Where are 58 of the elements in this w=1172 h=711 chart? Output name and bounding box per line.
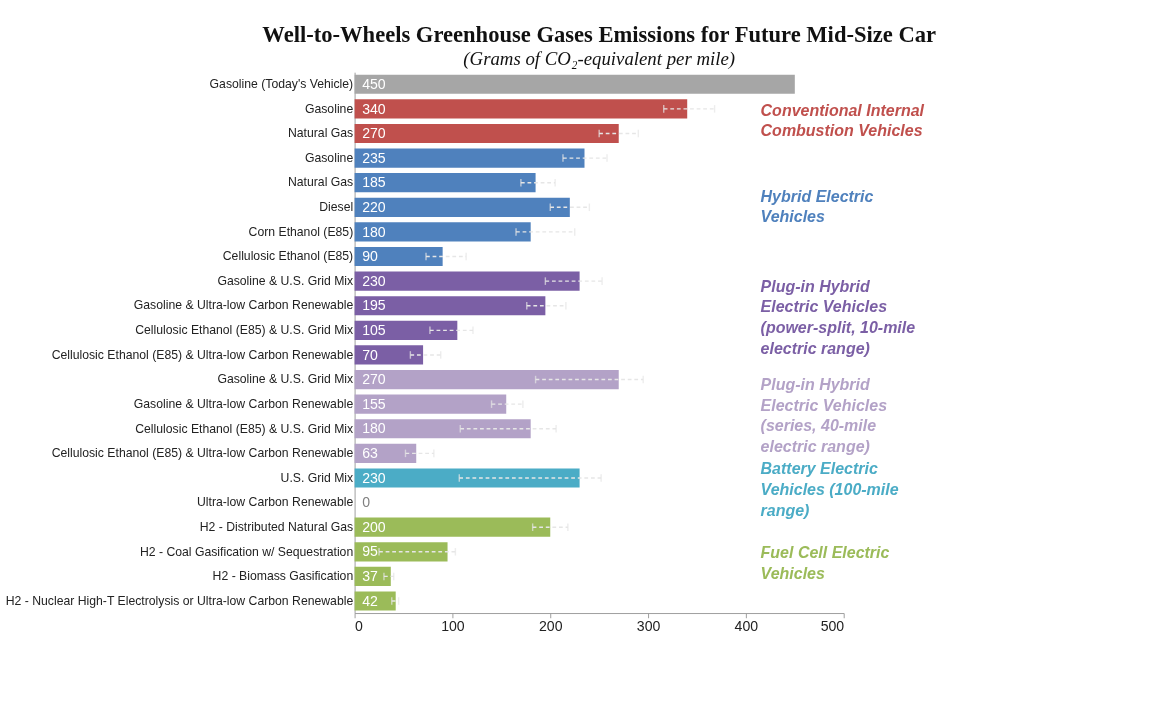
y-tick-label: Gasoline & Ultra-low Carbon Renewable bbox=[133, 396, 354, 411]
y-tick-label: Diesel bbox=[319, 200, 354, 215]
y-tick-label: Gasoline & U.S. Grid Mix bbox=[217, 273, 354, 288]
y-tick-label: Cellulosic Ethanol (E85) bbox=[222, 249, 354, 264]
data-label: 230 bbox=[362, 469, 386, 486]
data-label: 105 bbox=[362, 322, 386, 339]
data-label: 180 bbox=[362, 223, 386, 240]
data-label: 37 bbox=[362, 568, 378, 585]
data-label: 220 bbox=[362, 199, 386, 216]
data-label: 450 bbox=[362, 75, 386, 92]
data-label: 230 bbox=[362, 272, 386, 289]
data-label: 235 bbox=[362, 149, 386, 166]
text: Conventional Internal Combustion Vehicles bbox=[760, 101, 925, 140]
y-tick-label: Natural Gas bbox=[288, 126, 354, 141]
x-tick-label: 0 bbox=[355, 618, 364, 635]
text: Plug-in Hybrid Electric Vehicles (series, 40-mile electric range) bbox=[760, 376, 888, 456]
y-tick-label: Cellulosic Ethanol (E85) & Ultra-low Carbon Renewable bbox=[51, 446, 354, 461]
data-label: 95 bbox=[362, 543, 378, 560]
y-tick-label: Gasoline & Ultra-low Carbon Renewable bbox=[133, 298, 354, 313]
y-tick-label: H2 - Coal Gasification w/ Sequestration bbox=[139, 544, 354, 559]
text: Plug-in Hybrid Electric Vehicles (power-split, 10-mile electric range) bbox=[760, 277, 916, 357]
x-tick-label: 300 bbox=[636, 618, 661, 635]
data-label: 155 bbox=[362, 395, 386, 412]
data-label: 270 bbox=[362, 125, 386, 142]
data-label: 180 bbox=[362, 420, 386, 437]
y-tick-label: H2 - Biomass Gasification bbox=[212, 569, 354, 584]
y-tick-label: Gasoline & U.S. Grid Mix bbox=[217, 372, 354, 387]
x-tick-label: 100 bbox=[441, 618, 465, 635]
y-tick-label: Gasoline (Today's Vehicle) bbox=[209, 77, 354, 92]
y-tick-label: U.S. Grid Mix bbox=[280, 470, 354, 485]
data-label: 42 bbox=[362, 592, 378, 609]
text: Fuel Cell Electric Vehicles bbox=[760, 544, 890, 583]
text: Hybrid Electric Vehicles bbox=[760, 187, 874, 226]
data-label: 63 bbox=[362, 445, 378, 462]
data-label: 340 bbox=[362, 100, 386, 117]
data-label: 70 bbox=[362, 346, 378, 363]
x-tick-label: 400 bbox=[734, 618, 759, 635]
data-label: 195 bbox=[362, 297, 386, 314]
y-tick-label: Ultra-low Carbon Renewable bbox=[197, 495, 354, 510]
data-label: 200 bbox=[362, 518, 386, 535]
chart-subtitle: (Grams of CO₂-equivalent per mile) bbox=[463, 47, 736, 70]
y-tick-label: Corn Ethanol (E85) bbox=[248, 224, 354, 239]
x-tick-label: 500 bbox=[820, 618, 845, 635]
y-tick-label: H2 - Distributed Natural Gas bbox=[199, 519, 354, 534]
y-tick-label: Natural Gas bbox=[288, 175, 354, 190]
data-label: 90 bbox=[362, 248, 378, 265]
x-tick-label: 200 bbox=[538, 618, 563, 635]
y-tick-label: Cellulosic Ethanol (E85) & U.S. Grid Mix bbox=[135, 323, 354, 338]
y-tick-label: Cellulosic Ethanol (E85) & U.S. Grid Mix bbox=[135, 421, 354, 436]
chart-title: Well-to-Wheels Greenhouse Gases Emissions for Future Mid-Size Car bbox=[262, 22, 937, 48]
y-tick-label: Gasoline bbox=[304, 101, 354, 116]
y-tick-label: H2 - Nuclear High-T Electrolysis or Ultra-low Carbon Renewable bbox=[5, 593, 354, 608]
data-label: 270 bbox=[362, 371, 386, 388]
y-tick-label: Gasoline bbox=[304, 150, 354, 165]
y-tick-label: Cellulosic Ethanol (E85) & Ultra-low Carbon Renewable bbox=[51, 347, 354, 362]
data-label: 0 bbox=[362, 494, 371, 511]
data-label: 185 bbox=[362, 174, 386, 191]
text: Battery Electric Vehicles (100-mile range) bbox=[760, 460, 899, 519]
